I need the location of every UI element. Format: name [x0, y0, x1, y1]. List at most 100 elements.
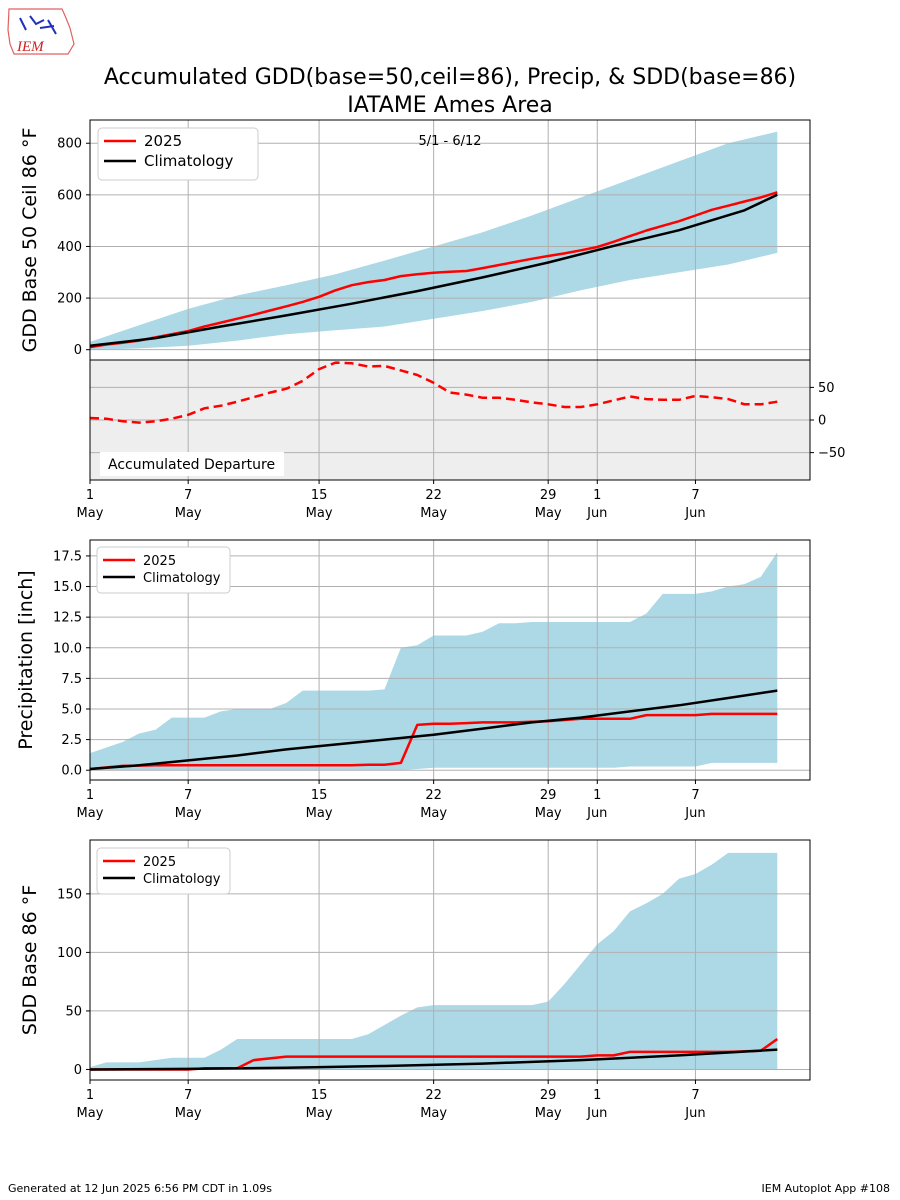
logo-glyph — [19, 15, 57, 35]
departure-panel: −50 0 50 Accumulated Departure 1 May 7 May 15 May… — [77, 359, 845, 521]
sdd-xtick-day: 7 — [184, 1088, 192, 1103]
precip-xtick-month: May — [77, 806, 104, 821]
precip-xtick-day: 15 — [311, 788, 328, 803]
precip-2025-line — [89, 712, 778, 771]
gdd-ytick-label: 0 — [74, 343, 82, 358]
sdd-xtick-month: May — [306, 1106, 333, 1121]
departure-xtick-day: 7 — [691, 488, 699, 503]
departure-xtick-month: Jun — [684, 506, 705, 521]
gdd-legend — [97, 127, 259, 181]
sdd-xtick-month: Jun — [586, 1106, 607, 1121]
sdd-legend — [96, 847, 231, 895]
precip-legend — [96, 546, 231, 594]
gdd-ytick-label: 800 — [57, 137, 82, 152]
sdd-ytick-label: 0 — [74, 1063, 82, 1078]
sdd-xtick-month: May — [420, 1106, 447, 1121]
precip-ytick-label: 2.5 — [61, 733, 82, 748]
sdd-xtick-day: 22 — [425, 1088, 442, 1103]
gdd-panel: 0 200 400 600 800 GDD Base 50 Ceil 86 °F 5/1 -… — [19, 119, 811, 361]
sdd-xtick-day: 1 — [593, 1088, 601, 1103]
departure-xtick-month: May — [77, 506, 104, 521]
gdd-ylabel: GDD Base 50 Ceil 86 °F — [19, 128, 41, 353]
sdd-2025-line — [90, 1037, 779, 1071]
footer-generated: Generated at 12 Jun 2025 6:56 PM CDT in … — [8, 1182, 272, 1195]
chart-title-line1: Accumulated GDD(base=50,ceil=86), Precip… — [104, 65, 796, 90]
precip-xtick-day: 7 — [691, 788, 699, 803]
departure-ytick-label: 50 — [818, 381, 835, 396]
departure-line — [89, 361, 778, 424]
sdd-ytick-label: 100 — [57, 946, 82, 961]
precip-legend-label: 2025 — [143, 554, 176, 569]
sdd-ytick-label: 150 — [57, 887, 82, 902]
departure-xtick-month: May — [306, 506, 333, 521]
departure-xtick-day: 22 — [425, 488, 442, 503]
sdd-climatology-line — [89, 1048, 778, 1071]
departure-xtick-day: 1 — [593, 488, 601, 503]
sdd-xtick-month: May — [535, 1106, 562, 1121]
sdd-range-band — [90, 852, 778, 1070]
precip-ytick-label: 12.5 — [53, 611, 82, 626]
gdd-ytick-label: 600 — [57, 188, 82, 203]
departure-xtick-month: May — [535, 506, 562, 521]
precip-ytick-label: 17.5 — [53, 549, 82, 564]
departure-xtick-day: 29 — [540, 488, 557, 503]
precip-xtick-month: May — [306, 806, 333, 821]
gdd-range-band — [90, 131, 778, 350]
sdd-xtick-month: May — [77, 1106, 104, 1121]
departure-label-box — [100, 452, 284, 476]
precip-frame — [89, 539, 811, 781]
precip-xtick-month: Jun — [586, 806, 607, 821]
sdd-xtick-day: 1 — [86, 1088, 94, 1103]
footer-app: IEM Autoplot App #108 — [762, 1182, 891, 1195]
precip-xtick-day: 7 — [184, 788, 192, 803]
departure-label: Accumulated Departure — [108, 457, 275, 473]
sdd-xtick-month: Jun — [684, 1106, 705, 1121]
precip-ytick-label: 0.0 — [61, 764, 82, 779]
iowa-state-outline — [7, 8, 75, 55]
precip-xtick-day: 1 — [593, 788, 601, 803]
sdd-legend-label: 2025 — [143, 855, 176, 870]
departure-xtick-day: 1 — [86, 488, 94, 503]
departure-xtick-day: 7 — [184, 488, 192, 503]
sdd-legend-label: Climatology — [143, 872, 221, 887]
departure-xtick-month: Jun — [586, 506, 607, 521]
gdd-ytick-label: 400 — [57, 240, 82, 255]
precip-xtick-month: May — [420, 806, 447, 821]
gdd-legend-label: 2025 — [144, 132, 182, 150]
precip-panel: 0.0 2.5 5.0 7.5 10.0 12.5 15.0 17.5 Precipitatio… — [15, 539, 811, 821]
precip-xtick-month: May — [175, 806, 202, 821]
precip-ytick-label: 10.0 — [53, 641, 82, 656]
chart-title-line2: IATAME Ames Area — [347, 93, 553, 118]
precip-ytick-label: 5.0 — [61, 702, 82, 717]
iem-logo: IEM — [7, 8, 75, 55]
sdd-ylabel: SDD Base 86 °F — [19, 885, 41, 1035]
precip-xtick-day: 1 — [86, 788, 94, 803]
precip-legend-label: Climatology — [143, 571, 221, 586]
departure-ytick-label: −50 — [818, 446, 845, 461]
precip-climatology-line — [89, 689, 778, 771]
precip-xtick-month: May — [535, 806, 562, 821]
logo-text: IEM — [16, 39, 45, 55]
departure-xtick-month: May — [175, 506, 202, 521]
departure-ytick-label: 0 — [818, 414, 826, 429]
precip-xtick-day: 22 — [425, 788, 442, 803]
gdd-ytick-label: 200 — [57, 292, 82, 307]
precip-xtick-day: 29 — [540, 788, 557, 803]
sdd-xtick-day: 15 — [311, 1088, 328, 1103]
precip-ylabel: Precipitation [inch] — [15, 570, 37, 749]
precip-xtick-month: Jun — [684, 806, 705, 821]
sdd-panel: 0 50 100 150 SDD Base 86 °F 2025 Climatology 1 M… — [19, 839, 811, 1121]
gdd-date-range: 5/1 - 6/12 — [418, 134, 481, 149]
precip-ytick-label: 7.5 — [61, 672, 82, 687]
sdd-xtick-day: 7 — [691, 1088, 699, 1103]
sdd-ytick-label: 50 — [65, 1004, 82, 1019]
sdd-frame — [89, 839, 811, 1081]
gdd-legend-label: Climatology — [144, 152, 234, 170]
gdd-climatology-line — [89, 193, 778, 348]
sdd-xtick-month: May — [175, 1106, 202, 1121]
sdd-xtick-day: 29 — [540, 1088, 557, 1103]
precip-ytick-label: 15.0 — [53, 580, 82, 595]
departure-xtick-day: 15 — [311, 488, 328, 503]
gdd-2025-line — [89, 191, 778, 349]
